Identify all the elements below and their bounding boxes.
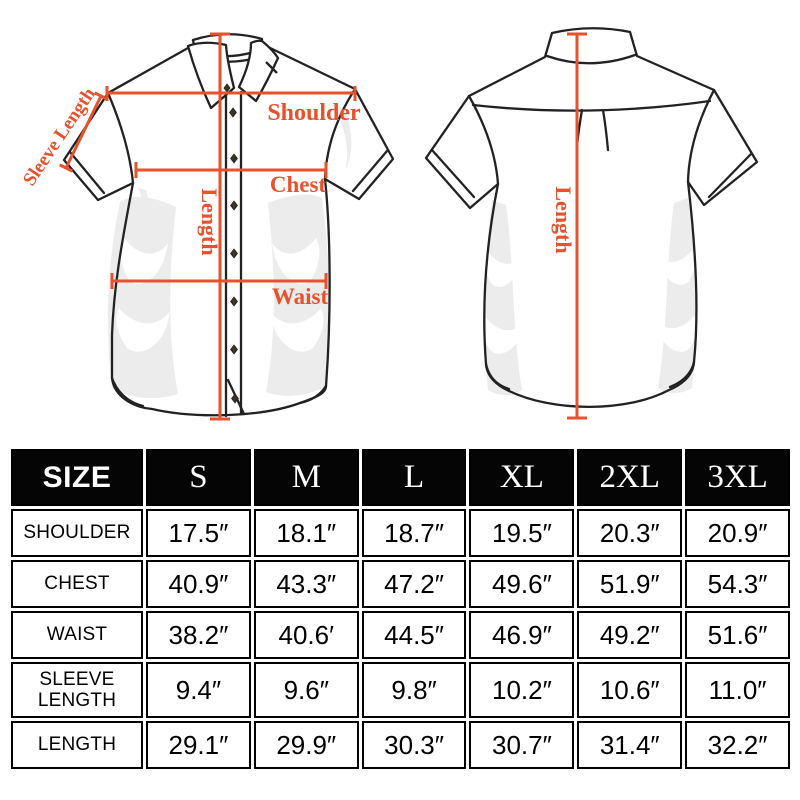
col-header-3xl: 3XL <box>685 449 790 506</box>
col-header-l: L <box>361 449 467 506</box>
length-value-s: 29.1″ <box>146 721 251 769</box>
shoulder-row: SHOULDER 17.5″ 18.1″ 18.7″ 19.5″ 20.3″ 2… <box>11 509 790 557</box>
back-shirt-drawing <box>424 27 759 409</box>
waist-value-s: 38.2″ <box>146 611 251 659</box>
shoulder-value-s: 17.5″ <box>146 509 251 557</box>
waist-value-xl: 46.9″ <box>469 611 575 659</box>
length-row: LENGTH 29.1″ 29.9″ 30.3″ 30.7″ 31.4″ 32.… <box>11 721 790 769</box>
col-header-2xl: 2XL <box>577 449 683 506</box>
length-value-xl: 30.7″ <box>469 721 575 769</box>
chest-row: CHEST 40.9″ 43.3″ 47.2″ 49.6″ 51.9″ 54.3… <box>11 560 790 608</box>
length-value-l: 30.3″ <box>361 721 467 769</box>
col-header-m: M <box>253 449 359 506</box>
size-table: SIZE S M L XL 2XL 3XL SHOULDER 17.5″ 18.… <box>8 446 793 772</box>
row-label-shoulder: SHOULDER <box>11 509 143 557</box>
waist-value-l: 44.5″ <box>361 611 467 659</box>
sleeve-value-m: 9.6″ <box>253 662 359 718</box>
front-shading-highlights <box>116 238 324 352</box>
waist-value-2xl: 49.2″ <box>577 611 683 659</box>
chest-value-m: 43.3″ <box>253 560 359 608</box>
waist-value-3xl: 51.6″ <box>685 611 790 659</box>
back-length-label: Length <box>551 186 576 253</box>
chest-value-3xl: 54.3″ <box>685 560 790 608</box>
shoulder-label: Shoulder <box>267 100 361 126</box>
length-value-2xl: 31.4″ <box>577 721 683 769</box>
size-table-header-row: SIZE S M L XL 2XL 3XL <box>11 449 790 506</box>
back-measurement-annotations <box>567 32 587 420</box>
shoulder-value-3xl: 20.9″ <box>685 509 790 557</box>
col-header-s: S <box>146 449 251 506</box>
sleeve-length-row: SLEEVE LENGTH 9.4″ 9.6″ 9.8″ 10.2″ 10.6″… <box>11 662 790 718</box>
row-label-sleeve-length: SLEEVE LENGTH <box>11 662 143 718</box>
shirt-measurement-diagram: Shoulder Chest Waist Length Sleeve Lengt… <box>19 27 759 421</box>
col-header-xl: XL <box>469 449 575 506</box>
sleeve-value-xl: 10.2″ <box>469 662 575 718</box>
chest-value-s: 40.9″ <box>146 560 251 608</box>
shoulder-value-l: 18.7″ <box>361 509 467 557</box>
waist-label: Waist <box>272 284 329 309</box>
shoulder-value-m: 18.1″ <box>253 509 359 557</box>
length-value-3xl: 32.2″ <box>685 721 790 769</box>
length-value-m: 29.9″ <box>253 721 359 769</box>
front-length-label: Length <box>197 188 222 255</box>
front-buttons <box>223 83 239 404</box>
waist-value-m: 40.6′ <box>253 611 359 659</box>
sleeve-value-s: 9.4″ <box>146 662 251 718</box>
back-shading-highlights <box>482 250 698 354</box>
chest-value-l: 47.2″ <box>361 560 467 608</box>
chest-value-2xl: 51.9″ <box>577 560 683 608</box>
sleeve-value-l: 9.8″ <box>361 662 467 718</box>
row-label-waist: WAIST <box>11 611 143 659</box>
shoulder-value-2xl: 20.3″ <box>577 509 683 557</box>
row-label-length: LENGTH <box>11 721 143 769</box>
waist-row: WAIST 38.2″ 40.6′ 44.5″ 46.9″ 49.2″ 51.6… <box>11 611 790 659</box>
sleeve-value-3xl: 11.0″ <box>685 662 790 718</box>
shoulder-value-xl: 19.5″ <box>469 509 575 557</box>
sleeve-value-2xl: 10.6″ <box>577 662 683 718</box>
front-measurement-annotations <box>59 32 357 421</box>
chest-label: Chest <box>270 172 327 197</box>
size-header-cell: SIZE <box>11 449 143 506</box>
row-label-chest: CHEST <box>11 560 143 608</box>
chest-value-xl: 49.6″ <box>469 560 575 608</box>
